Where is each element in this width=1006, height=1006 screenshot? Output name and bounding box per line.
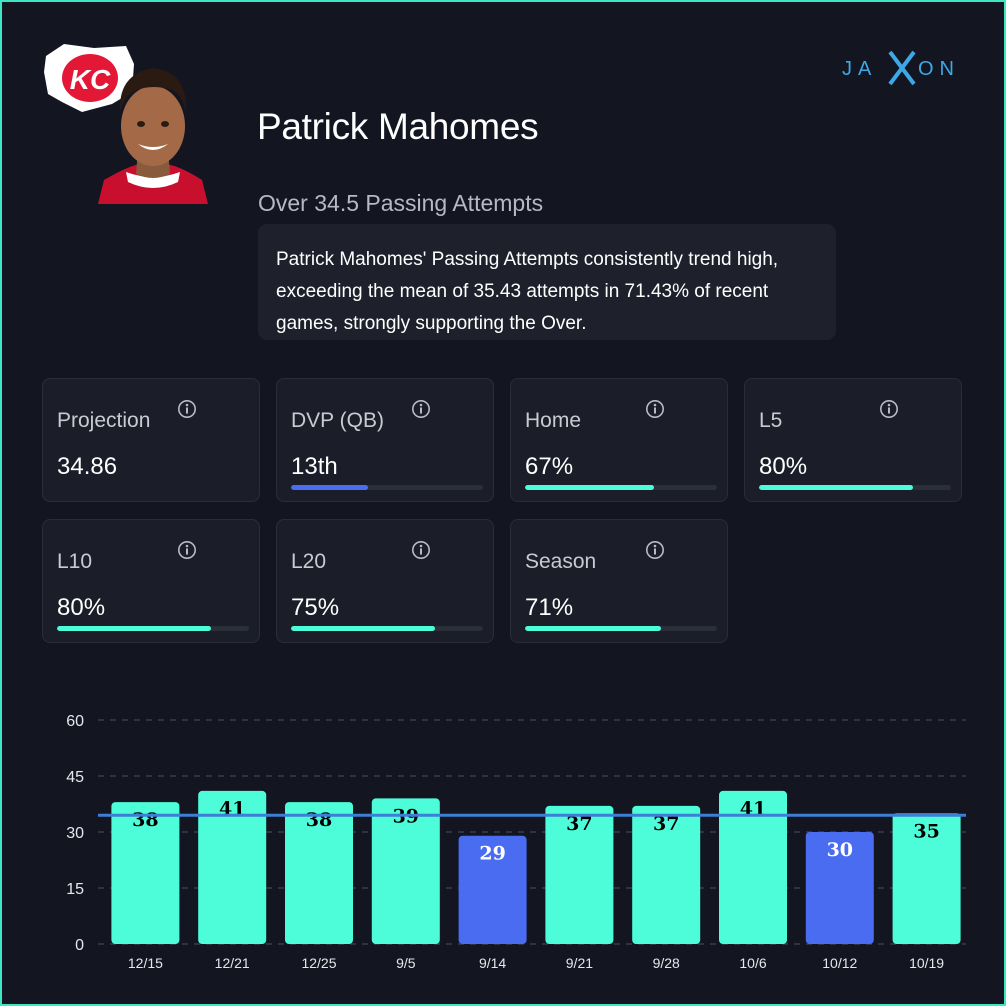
bar bbox=[545, 805, 614, 944]
stat-progress-bar bbox=[291, 626, 483, 631]
data-label: 30 bbox=[827, 839, 853, 861]
bar bbox=[111, 802, 180, 944]
stat-progress-bar bbox=[525, 626, 717, 631]
info-icon[interactable] bbox=[177, 399, 197, 419]
player-name: Patrick Mahomes bbox=[257, 106, 539, 147]
y-tick-label: 60 bbox=[66, 713, 84, 730]
stat-label: Home bbox=[525, 409, 582, 432]
stat-label: DVP (QB) bbox=[291, 409, 384, 432]
stat-label: L10 bbox=[57, 550, 93, 573]
x-tick-label: 9/5 bbox=[396, 955, 416, 971]
data-label: 29 bbox=[479, 843, 505, 865]
svg-text:JA: JA bbox=[842, 58, 877, 80]
bar bbox=[285, 802, 353, 944]
x-tick-label: 9/14 bbox=[479, 955, 506, 971]
data-label: 35 bbox=[913, 820, 939, 842]
data-label: 38 bbox=[132, 809, 158, 831]
svg-text:KC: KC bbox=[70, 64, 111, 95]
stat-card-l10: L10 80% bbox=[42, 519, 260, 643]
stat-progress-fill bbox=[291, 485, 368, 490]
stat-progress-fill bbox=[291, 626, 435, 631]
x-tick-label: 10/19 bbox=[909, 955, 944, 971]
jaxon-logo-icon: JA ON bbox=[842, 50, 960, 86]
bar bbox=[198, 790, 267, 944]
bar bbox=[371, 798, 440, 944]
stat-progress-fill bbox=[525, 485, 654, 490]
info-icon[interactable] bbox=[411, 540, 431, 560]
chiefs-logo-icon: KC bbox=[44, 44, 134, 112]
stat-card-home: Home 67% bbox=[510, 378, 728, 502]
stat-progress-bar bbox=[759, 485, 951, 490]
stat-value: 80% bbox=[759, 453, 808, 480]
data-label: 37 bbox=[653, 813, 679, 835]
stat-card-season: Season 71% bbox=[510, 519, 728, 643]
y-tick-label: 15 bbox=[66, 881, 84, 898]
stat-value: 80% bbox=[57, 594, 106, 621]
x-tick-label: 9/21 bbox=[566, 955, 593, 971]
bar bbox=[719, 790, 787, 944]
info-icon[interactable] bbox=[177, 540, 197, 560]
data-label: 38 bbox=[306, 809, 332, 831]
stat-label: L20 bbox=[291, 550, 327, 573]
x-tick-label: 9/28 bbox=[653, 955, 680, 971]
x-tick-label: 12/15 bbox=[128, 955, 163, 971]
info-icon[interactable] bbox=[645, 399, 665, 419]
prop-summary: Patrick Mahomes' Passing Attempts consis… bbox=[258, 224, 836, 340]
data-label: 37 bbox=[566, 813, 592, 835]
y-tick-label: 0 bbox=[75, 937, 84, 954]
info-icon[interactable] bbox=[645, 540, 665, 560]
player-headshot bbox=[98, 68, 208, 204]
stat-progress-bar bbox=[57, 626, 249, 631]
stat-label: L5 bbox=[759, 409, 783, 432]
stat-progress-fill bbox=[525, 626, 662, 631]
bar bbox=[458, 835, 527, 944]
stat-value: 34.86 bbox=[57, 453, 118, 480]
stat-value: 75% bbox=[291, 594, 340, 621]
stat-card-l20: L20 75% bbox=[276, 519, 494, 643]
game-log-chart: 0153045603812/154112/213812/25399/5299/1… bbox=[66, 713, 966, 971]
stat-label: Projection bbox=[57, 409, 151, 432]
x-tick-label: 12/25 bbox=[301, 955, 336, 971]
stat-card-dvp-qb: DVP (QB) 13th bbox=[276, 378, 494, 502]
svg-text:ON: ON bbox=[918, 58, 960, 80]
x-tick-label: 10/6 bbox=[739, 955, 766, 971]
stat-progress-bar bbox=[291, 485, 483, 490]
stat-progress-fill bbox=[759, 485, 913, 490]
bar bbox=[805, 832, 874, 944]
stat-value: 13th bbox=[291, 453, 338, 480]
stat-card-l5: L5 80% bbox=[744, 378, 962, 502]
stat-label: Season bbox=[525, 550, 597, 573]
prop-title: Over 34.5 Passing Attempts bbox=[258, 190, 544, 216]
x-tick-label: 12/21 bbox=[215, 955, 250, 971]
bar bbox=[632, 805, 701, 944]
info-icon[interactable] bbox=[879, 399, 899, 419]
bar bbox=[892, 813, 961, 944]
y-tick-label: 30 bbox=[66, 825, 84, 842]
stat-progress-bar bbox=[525, 485, 717, 490]
stat-value: 71% bbox=[525, 594, 574, 621]
y-tick-label: 45 bbox=[66, 769, 84, 786]
stat-card-projection: Projection 34.86 bbox=[42, 378, 260, 502]
x-tick-label: 10/12 bbox=[822, 955, 857, 971]
stat-progress-fill bbox=[57, 626, 211, 631]
info-icon[interactable] bbox=[411, 399, 431, 419]
stat-value: 67% bbox=[525, 453, 574, 480]
